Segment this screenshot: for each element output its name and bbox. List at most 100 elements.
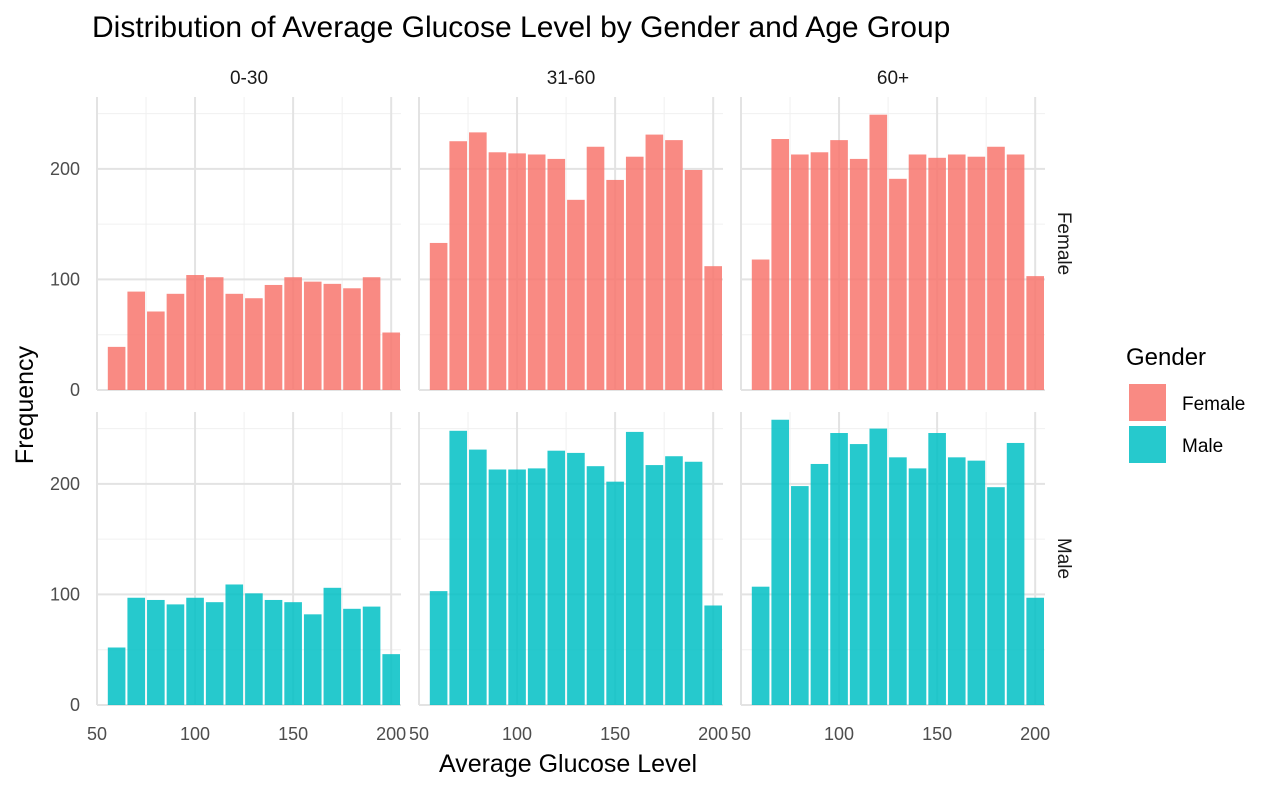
histogram-bar: [1026, 276, 1044, 390]
x-tick-label: 200: [1020, 724, 1050, 744]
x-axis-title: Average Glucose Level: [439, 750, 697, 778]
x-tick-label: 150: [278, 724, 308, 744]
histogram-bar: [606, 179, 624, 390]
chart-title: Distribution of Average Glucose Level by…: [92, 11, 950, 44]
histogram-bar: [987, 146, 1005, 390]
histogram-bar: [947, 457, 966, 705]
histogram-bar: [849, 444, 868, 705]
histogram-bar: [1006, 442, 1025, 705]
histogram-bar: [889, 457, 907, 705]
histogram-bar: [928, 157, 946, 390]
histogram-bar: [166, 293, 185, 390]
histogram-bar: [264, 284, 283, 390]
histogram-bar: [625, 431, 644, 705]
histogram-bar: [264, 599, 283, 705]
histogram-bar: [323, 283, 342, 390]
facet-column-label: 0-30: [230, 68, 268, 89]
histogram-bar: [889, 178, 907, 390]
histogram-bar: [107, 647, 126, 705]
histogram-bar: [147, 599, 165, 705]
histogram-bar: [665, 140, 683, 390]
histogram-bar: [928, 433, 946, 705]
facet-row-label: Male: [1053, 538, 1074, 579]
legend-key: [1129, 426, 1166, 463]
histogram-bar: [830, 433, 848, 705]
histogram-bar: [343, 608, 361, 705]
histogram-bar: [771, 419, 790, 705]
histogram-bar: [527, 468, 546, 705]
histogram-bar: [987, 487, 1005, 705]
legend-title: Gender: [1126, 344, 1206, 371]
histogram-bar: [791, 154, 809, 390]
histogram-bar: [382, 332, 400, 390]
histogram-bar: [205, 277, 224, 390]
histogram-bar: [107, 346, 126, 390]
histogram-bar: [771, 139, 790, 390]
histogram-bar: [186, 275, 204, 390]
histogram-bar: [303, 281, 322, 390]
histogram-bar: [849, 158, 868, 390]
histogram-bar: [908, 468, 927, 705]
histogram-bar: [869, 428, 888, 705]
histogram-bar: [127, 291, 146, 390]
histogram-bar: [508, 153, 526, 390]
histogram-bar: [751, 259, 770, 390]
histogram-bar: [343, 288, 361, 390]
histogram-bar: [429, 242, 448, 390]
histogram-bar: [382, 654, 400, 705]
histogram-bar: [908, 154, 927, 390]
y-tick-label: 100: [50, 269, 80, 289]
histogram-bar: [967, 460, 986, 705]
histogram-bar: [645, 134, 664, 390]
histogram-bar: [606, 481, 624, 705]
facet-column-label: 60+: [877, 68, 909, 89]
histogram-bar: [967, 156, 986, 390]
histogram-bar: [303, 614, 322, 705]
y-tick-label: 0: [70, 695, 80, 715]
histogram-bar: [488, 469, 507, 705]
y-tick-label: 100: [50, 584, 80, 604]
y-tick-label: 200: [50, 474, 80, 494]
histogram-bar: [284, 277, 302, 390]
histogram-bar: [684, 169, 703, 390]
histogram-bar: [547, 158, 566, 390]
legend-label: Female: [1182, 394, 1245, 415]
histogram-bar: [1026, 597, 1044, 705]
histogram-bar: [245, 593, 263, 705]
histogram-bar: [791, 486, 809, 705]
histogram-bar: [625, 156, 644, 390]
y-tick-label: 200: [50, 159, 80, 179]
histogram-bar: [810, 152, 829, 390]
histogram-bar: [751, 586, 770, 705]
x-tick-label: 200: [698, 724, 728, 744]
histogram-bar: [449, 141, 468, 390]
legend-key: [1129, 384, 1166, 421]
histogram-bar: [284, 602, 302, 705]
histogram-bar: [947, 154, 966, 390]
histogram-bar: [166, 604, 185, 705]
histogram-bar: [147, 311, 165, 390]
x-tick-label: 50: [409, 724, 429, 744]
histogram-bar: [323, 587, 342, 705]
histogram-bar: [586, 146, 605, 390]
histogram-bar: [362, 277, 381, 390]
histogram-bar: [225, 293, 244, 390]
histogram-bar: [429, 591, 448, 705]
facet-row-label: Female: [1053, 212, 1074, 275]
histogram-bar: [830, 140, 848, 390]
histogram-bar: [488, 152, 507, 390]
histogram-bar: [469, 132, 487, 390]
x-tick-label: 150: [922, 724, 952, 744]
histogram-bar: [645, 465, 664, 705]
histogram-bar: [245, 298, 263, 390]
histogram-bar: [869, 114, 888, 391]
x-tick-label: 150: [600, 724, 630, 744]
histogram-bar: [186, 597, 204, 705]
histogram-bar: [508, 469, 526, 705]
histogram-bar: [1006, 154, 1025, 390]
histogram-bar: [127, 597, 146, 705]
histogram-bar: [205, 602, 224, 705]
histogram-bar: [704, 266, 722, 390]
